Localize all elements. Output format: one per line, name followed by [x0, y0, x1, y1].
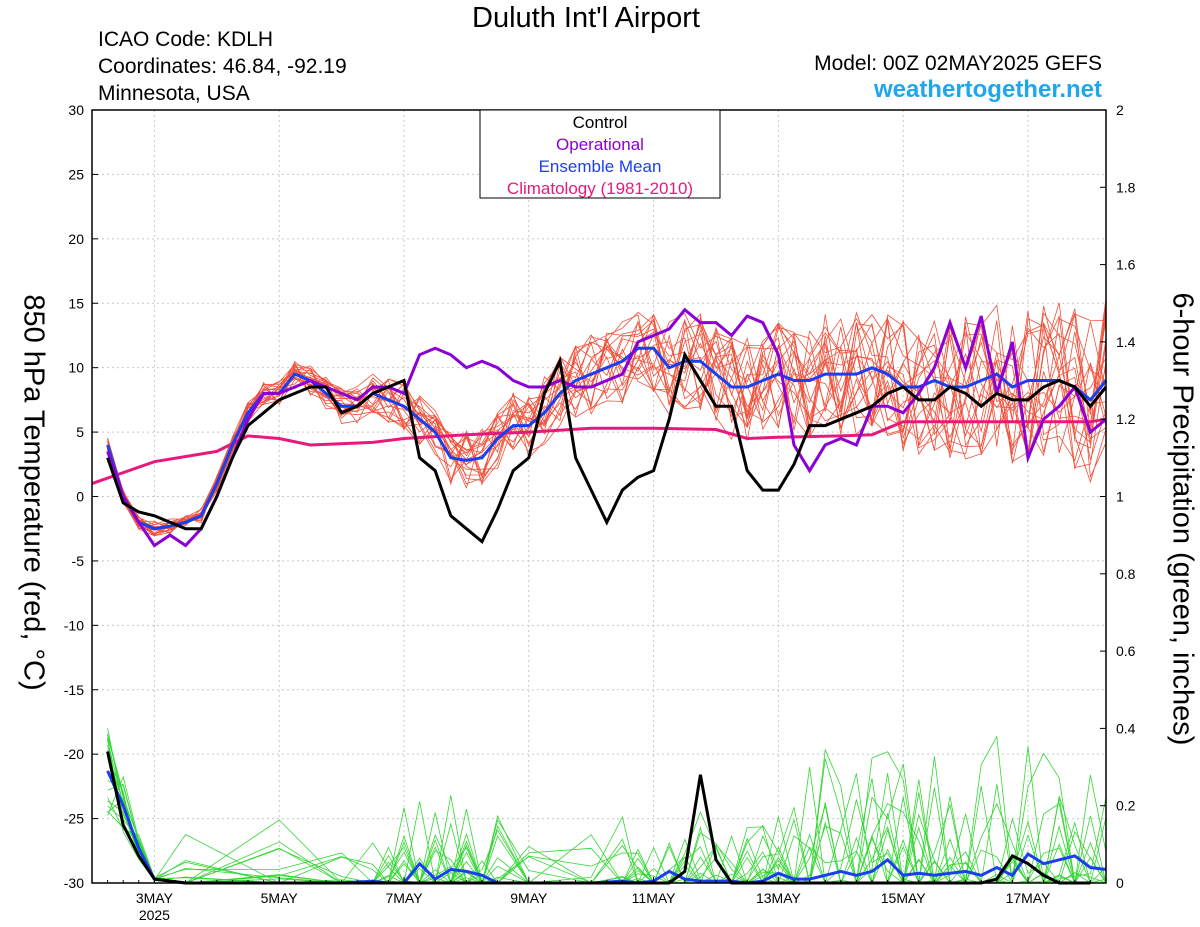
y-left-tick-label: -5	[72, 553, 85, 569]
operational-line	[106, 307, 1107, 548]
y-right-tick-label: 0	[1116, 875, 1124, 891]
y-right-tick-label: 1.4	[1116, 334, 1136, 350]
x-tick-label: 7MAY	[385, 890, 423, 906]
site-name: weathertogether.net	[873, 76, 1102, 103]
legend-box	[479, 109, 721, 199]
temp-member-line	[107, 312, 1107, 528]
y-left-tick-label: 15	[68, 295, 84, 311]
x-tick-label: 15MAY	[881, 890, 927, 906]
grid-lines	[92, 109, 1106, 884]
chart-title: Duluth Int'l Airport	[472, 2, 700, 34]
x-tick-label: 17MAY	[1006, 890, 1052, 906]
y-left-tick-label: 30	[68, 102, 84, 118]
y-right-tick-label: 0.8	[1116, 566, 1136, 582]
axis-ticks: 302520151050-5-10-15-20-25-3021.81.61.41…	[64, 102, 1136, 923]
y-left-tick-label: -20	[64, 746, 84, 762]
x-tick-label: 5MAY	[261, 890, 299, 906]
x-tick-label: 3MAY	[136, 890, 174, 906]
y-right-tick-label: 1.8	[1116, 179, 1136, 195]
temp-member-line	[107, 319, 1107, 531]
temp-member-line	[107, 308, 1107, 533]
icao-code: ICAO Code: KDLH	[98, 28, 274, 51]
model-run: Model: 00Z 02MAY2025 GEFS	[814, 52, 1102, 75]
x-tick-label: 13MAY	[756, 890, 802, 906]
precip-member-line	[107, 796, 1107, 884]
y-right-tick-label: 0.6	[1116, 643, 1136, 659]
y-left-tick-label: -25	[64, 811, 84, 827]
temp-member-line	[107, 317, 1107, 528]
precip-member-line	[107, 746, 1107, 885]
y-right-tick-label: 0.2	[1116, 798, 1136, 814]
precip-member-line	[107, 751, 1107, 884]
temp-control-line	[106, 350, 1108, 544]
y-left-tick-label: 5	[76, 424, 84, 440]
y-left-tick-label: 10	[68, 360, 84, 376]
y-left-tick-label: -10	[64, 617, 84, 633]
legend-entry: Ensemble Mean	[539, 157, 662, 176]
x-tick-label: 11MAY	[632, 890, 676, 906]
y-right-tick-label: 1.6	[1116, 257, 1136, 273]
legend-entry: Operational	[556, 135, 644, 154]
temp-member-line	[107, 323, 1107, 526]
region: Minnesota, USA	[98, 82, 250, 105]
precip-control-line	[106, 751, 1091, 885]
temp-member-line	[107, 319, 1107, 531]
legend-entry: Control	[573, 113, 628, 132]
x-tick-sublabel: 2025	[139, 907, 170, 923]
x-tick-label: 9MAY	[510, 890, 548, 906]
y-left-tick-label: -30	[64, 875, 84, 891]
legend: Control Operational Ensemble Mean Climatolo…	[479, 109, 721, 199]
y-right-tick-label: 0.4	[1116, 720, 1136, 736]
y-left-tick-label: 20	[68, 231, 84, 247]
y-right-tick-label: 2	[1116, 102, 1124, 118]
precip-member-line	[107, 735, 1106, 885]
temp-member-line	[107, 304, 1107, 535]
climatology-line	[91, 417, 1107, 486]
y-left-tick-label: 25	[68, 166, 84, 182]
temp-member-line	[107, 318, 1107, 531]
precip-member-line	[107, 774, 1107, 885]
legend-entry: Climatology (1981-2010)	[507, 179, 693, 198]
y-left-tick-label: -15	[64, 682, 84, 698]
coordinates: Coordinates: 46.84, -92.19	[98, 55, 347, 78]
y-right-tick-label: 1.2	[1116, 411, 1136, 427]
y-left-tick-label: 0	[76, 489, 84, 505]
temp-member-line	[107, 298, 1107, 536]
precip-member-line	[107, 749, 1107, 884]
y-right-tick-label: 1	[1116, 489, 1124, 505]
